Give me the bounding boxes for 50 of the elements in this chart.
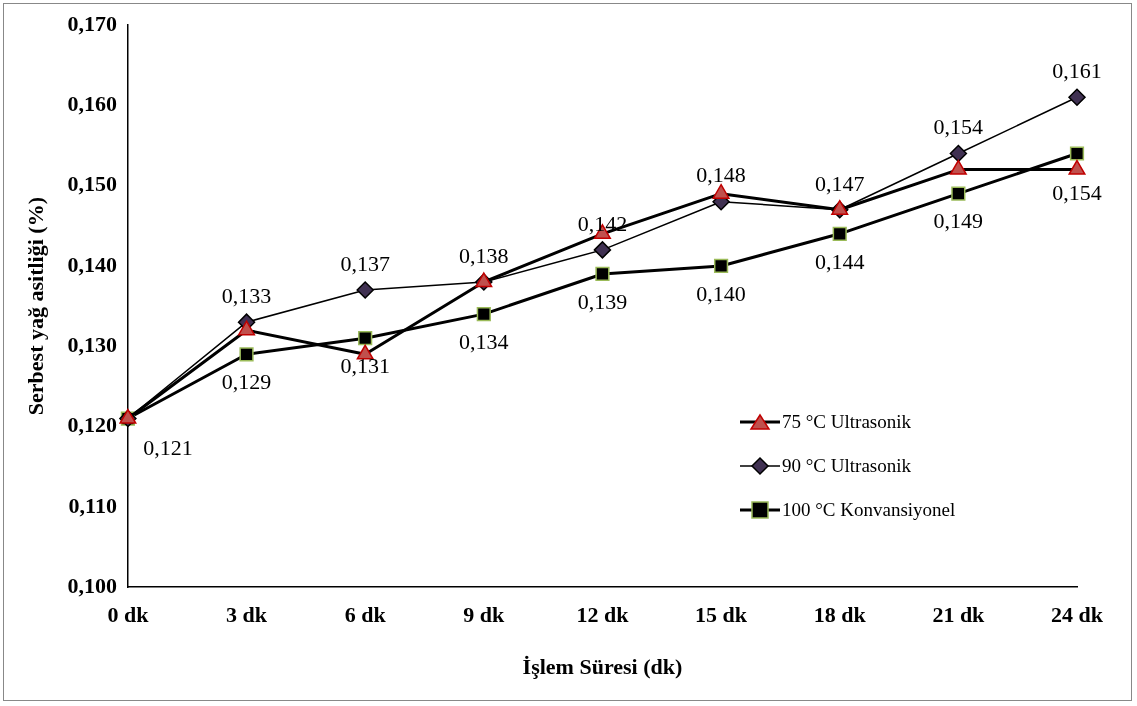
point bbox=[1069, 146, 1085, 161]
point bbox=[1068, 88, 1086, 107]
x-axis-title: İşlem Süresi (dk) bbox=[522, 654, 683, 680]
y-tick-label: 0,150 bbox=[67, 171, 117, 197]
point bbox=[358, 331, 373, 346]
data-label: 0,138 bbox=[459, 242, 509, 268]
legend-label: 100 °C Konvansiyonel bbox=[782, 499, 956, 521]
data-label: 0,129 bbox=[221, 369, 272, 395]
point bbox=[356, 281, 374, 299]
y-tick-label: 0,130 bbox=[67, 331, 117, 357]
x-tick-label: 0 dk bbox=[107, 602, 150, 628]
data-label: 0,139 bbox=[577, 288, 628, 314]
data-label: 0,140 bbox=[696, 280, 746, 306]
point bbox=[832, 226, 847, 241]
x-tick-label: 12 dk bbox=[576, 602, 630, 628]
x-tick-label: 9 dk bbox=[463, 602, 506, 628]
data-label: 0,147 bbox=[814, 170, 865, 196]
y-tick-label: 0,140 bbox=[67, 251, 117, 277]
x-tick-label: 18 dk bbox=[813, 602, 867, 628]
y-axis-title: Serbest yağ asitliği (%) bbox=[22, 197, 48, 416]
y-tick-label: 0,120 bbox=[67, 412, 117, 438]
y-tick-label: 0,110 bbox=[68, 492, 117, 518]
y-tick-label: 0,160 bbox=[67, 91, 117, 116]
data-label: 0,154 bbox=[933, 114, 984, 140]
point bbox=[595, 266, 610, 282]
data-label: 0,149 bbox=[933, 208, 984, 234]
legend-label: 90 °C Ultrasonik bbox=[782, 455, 911, 477]
legend-label: 75 °C Ultrasonik bbox=[782, 411, 911, 433]
point bbox=[713, 258, 729, 274]
data-label: 0,148 bbox=[696, 162, 746, 188]
data-label: 0,133 bbox=[221, 282, 272, 308]
x-tick-label: 15 dk bbox=[695, 602, 748, 628]
data-label: 0,161 bbox=[1052, 58, 1102, 84]
data-label: 0,144 bbox=[814, 248, 865, 274]
point bbox=[476, 307, 491, 322]
point bbox=[949, 144, 968, 163]
y-tick-label: 0,100 bbox=[67, 572, 117, 598]
x-tick-label: 3 dk bbox=[226, 602, 268, 628]
x-tick-label: 21 dk bbox=[932, 602, 986, 628]
data-label: 0,121 bbox=[143, 435, 193, 461]
data-label: 0,154 bbox=[1052, 180, 1102, 206]
point bbox=[951, 186, 966, 201]
x-tick-label: 6 dk bbox=[344, 602, 387, 628]
point bbox=[239, 347, 254, 362]
data-label: 0,134 bbox=[459, 328, 509, 354]
data-label: 0,137 bbox=[340, 250, 390, 276]
x-tick-label: 24 dk bbox=[1051, 602, 1104, 628]
data-label: 0,131 bbox=[340, 353, 390, 379]
point bbox=[593, 241, 612, 259]
y-tick-label: 0,170 bbox=[67, 10, 117, 36]
